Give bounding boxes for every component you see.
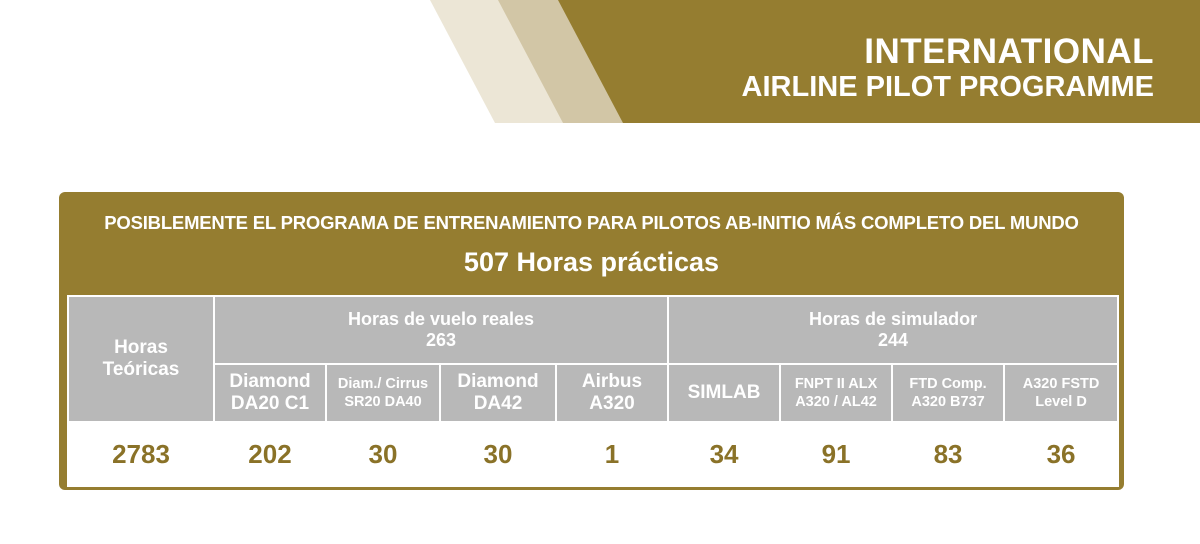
value-da42: 30 (439, 421, 557, 487)
col-header-line2: DA20 C1 (230, 393, 310, 414)
col-header-line1: FTD Comp. (909, 376, 987, 392)
col-header-fnpt: FNPT II ALX A320 / AL42 (779, 363, 894, 423)
value-simlab: 34 (667, 421, 782, 487)
value-a320: 1 (554, 421, 670, 487)
col-header-ftd: FTD Comp. A320 B737 (891, 363, 1006, 423)
value-fstd: 36 (1003, 421, 1120, 487)
col-header-line2: Level D (1035, 394, 1087, 410)
panel-subheadline: 507 Horas prácticas (463, 247, 720, 277)
banner-title-line2: AIRLINE PILOT PROGRAMME (741, 71, 1154, 103)
banner-graphic (430, 0, 1200, 123)
col-header-line1: Diamond (457, 371, 539, 392)
value-da20: 202 (213, 421, 327, 487)
theory-label-line1: Horas (114, 337, 168, 358)
col-header-line2: A320 B737 (911, 394, 985, 410)
col-header-line2: A320 / AL42 (795, 394, 877, 410)
col-header-line1: A320 FSTD (1022, 376, 1100, 392)
banner-stripe-mid (498, 0, 627, 123)
panel-headline: POSIBLEMENTE EL PROGRAMA DE ENTRENAMIENT… (104, 212, 1079, 233)
theory-header-cell: Horas Teóricas (67, 295, 215, 423)
theory-label-line2: Teóricas (102, 359, 180, 380)
flight-group-total: 263 (425, 330, 457, 350)
flight-group-label: Horas de vuelo reales (347, 309, 535, 329)
col-header-line2: DA42 (473, 393, 523, 414)
simulator-hours-group-header: Horas de simulador 244 (667, 295, 1120, 365)
theory-hours-value: 2783 (67, 421, 215, 487)
col-header-line1: Diam./ Cirrus (337, 376, 429, 392)
col-header-da42: Diamond DA42 (439, 363, 557, 423)
banner-gold-block (558, 0, 1200, 123)
value-sr20-da40: 30 (325, 421, 441, 487)
flight-hours-group-header: Horas de vuelo reales 263 (212, 295, 670, 365)
table-header-row: Horas Teóricas Horas de vuelo reales 263… (67, 295, 1120, 423)
col-header-da20: Diamond DA20 C1 (213, 363, 327, 423)
col-header-line2: SR20 DA40 (344, 394, 422, 410)
col-header-fstd: A320 FSTD Level D (1003, 363, 1120, 423)
hours-table: Horas Teóricas Horas de vuelo reales 263… (67, 295, 1120, 487)
value-fnpt: 91 (779, 421, 894, 487)
col-header-line1: Diamond (229, 371, 311, 392)
value-ftd: 83 (891, 421, 1006, 487)
banner-stripe-light (430, 0, 565, 123)
sim-group-label: Horas de simulador (809, 309, 978, 329)
table-subheader-row: Diamond DA20 C1 Diam./ Cirrus SR20 DA40 … (68, 363, 1120, 423)
col-header-sr20-da40: Diam./ Cirrus SR20 DA40 (325, 363, 441, 423)
header-banner: INTERNATIONAL AIRLINE PILOT PROGRAMME (0, 0, 1200, 125)
col-header-line2: A320 (589, 393, 635, 414)
table-values-row: 2783 202 30 30 1 34 91 83 36 (67, 421, 1120, 487)
col-header-line1: SIMLAB (687, 382, 761, 403)
banner-title-line1: INTERNATIONAL (864, 32, 1154, 71)
sim-group-total: 244 (878, 330, 909, 350)
col-header-line1: Airbus (581, 371, 643, 392)
col-header-a320: Airbus A320 (554, 363, 670, 423)
banner-title: INTERNATIONAL AIRLINE PILOT PROGRAMME (742, 34, 1154, 102)
training-hours-panel: POSIBLEMENTE EL PROGRAMA DE ENTRENAMIENT… (59, 192, 1124, 490)
col-header-line1: FNPT II ALX (794, 376, 878, 392)
col-header-simlab: SIMLAB (667, 363, 782, 423)
